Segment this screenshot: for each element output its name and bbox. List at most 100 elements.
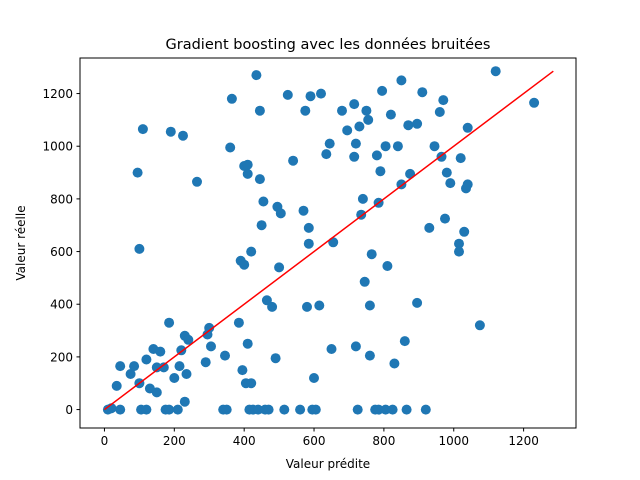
data-point xyxy=(169,373,180,383)
data-point xyxy=(242,168,253,179)
data-point xyxy=(361,105,372,116)
data-point xyxy=(220,350,230,361)
data-point xyxy=(200,357,211,368)
data-point xyxy=(462,179,473,190)
data-point xyxy=(373,404,384,415)
data-point xyxy=(354,121,365,132)
x-axis-ticks: 0 200 400 600 800 1000 1200 xyxy=(101,428,539,448)
y-tick-label: 0 xyxy=(65,403,73,417)
data-point xyxy=(377,85,388,96)
data-point xyxy=(424,222,435,233)
data-point xyxy=(125,369,136,379)
data-point xyxy=(459,226,470,237)
data-point xyxy=(382,261,393,271)
data-point xyxy=(151,387,162,398)
data-point xyxy=(137,124,148,135)
data-point xyxy=(302,301,312,312)
data-point xyxy=(274,262,285,273)
data-point xyxy=(115,361,126,372)
data-point xyxy=(326,344,337,354)
data-point xyxy=(412,118,423,129)
data-point xyxy=(288,155,299,166)
data-point xyxy=(303,222,314,233)
data-point xyxy=(178,130,188,141)
data-point xyxy=(164,317,175,328)
data-point xyxy=(239,259,250,270)
data-point xyxy=(364,350,375,361)
data-point xyxy=(132,167,143,178)
data-point xyxy=(263,404,274,415)
data-point xyxy=(363,114,374,125)
y-tick-label: 200 xyxy=(50,350,73,364)
data-point xyxy=(350,138,361,149)
data-point xyxy=(387,404,398,415)
x-tick-label: 200 xyxy=(163,434,186,448)
data-point xyxy=(403,120,414,131)
data-point xyxy=(364,300,375,311)
data-point xyxy=(417,87,428,98)
data-point xyxy=(328,237,339,248)
data-point xyxy=(275,208,286,219)
data-point xyxy=(434,107,445,117)
data-point xyxy=(316,88,326,99)
data-point xyxy=(396,75,407,86)
y-tick-label: 1000 xyxy=(42,140,73,154)
data-point xyxy=(359,276,370,287)
data-point xyxy=(490,66,501,77)
data-point xyxy=(181,369,192,379)
data-point xyxy=(366,249,377,260)
data-point xyxy=(357,193,368,204)
data-point xyxy=(429,141,440,152)
identity-line xyxy=(103,70,554,411)
data-point xyxy=(134,243,145,254)
data-point xyxy=(314,300,325,311)
data-point xyxy=(474,320,485,331)
data-point xyxy=(246,246,257,257)
data-point xyxy=(295,404,306,415)
data-point xyxy=(237,365,248,376)
data-point xyxy=(310,404,321,415)
y-tick-label: 1200 xyxy=(42,87,73,101)
data-point xyxy=(179,396,190,407)
data-point xyxy=(129,361,140,372)
data-point xyxy=(454,238,464,249)
data-point xyxy=(242,159,253,170)
y-tick-label: 800 xyxy=(50,192,73,206)
data-point xyxy=(151,362,162,373)
data-point xyxy=(279,404,290,415)
data-point xyxy=(445,178,456,189)
data-point xyxy=(385,109,396,120)
x-axis-label: Valeur prédite xyxy=(286,457,370,471)
data-point xyxy=(399,336,410,347)
data-point xyxy=(300,105,311,116)
plot-frame xyxy=(79,57,577,429)
data-points xyxy=(102,66,540,415)
data-point xyxy=(174,361,185,372)
data-point xyxy=(401,404,412,415)
data-point xyxy=(529,97,540,108)
data-point xyxy=(380,404,391,415)
data-point xyxy=(253,404,264,415)
data-point xyxy=(462,122,473,133)
data-point xyxy=(141,354,152,365)
x-tick-label: 600 xyxy=(303,434,326,448)
data-point xyxy=(420,404,431,415)
data-point xyxy=(352,404,363,415)
data-point xyxy=(258,196,269,207)
data-point xyxy=(165,126,176,137)
data-point xyxy=(392,141,403,152)
x-tick-label: 0 xyxy=(101,434,109,448)
data-point xyxy=(155,346,166,357)
data-point xyxy=(350,341,361,352)
data-point xyxy=(454,246,464,257)
data-point xyxy=(246,378,257,389)
data-point xyxy=(337,105,347,116)
data-point xyxy=(441,167,452,178)
data-point xyxy=(254,174,265,185)
data-point xyxy=(251,70,262,81)
data-point xyxy=(389,358,400,369)
data-point xyxy=(141,404,152,415)
data-point xyxy=(183,334,194,345)
data-point xyxy=(349,151,360,162)
